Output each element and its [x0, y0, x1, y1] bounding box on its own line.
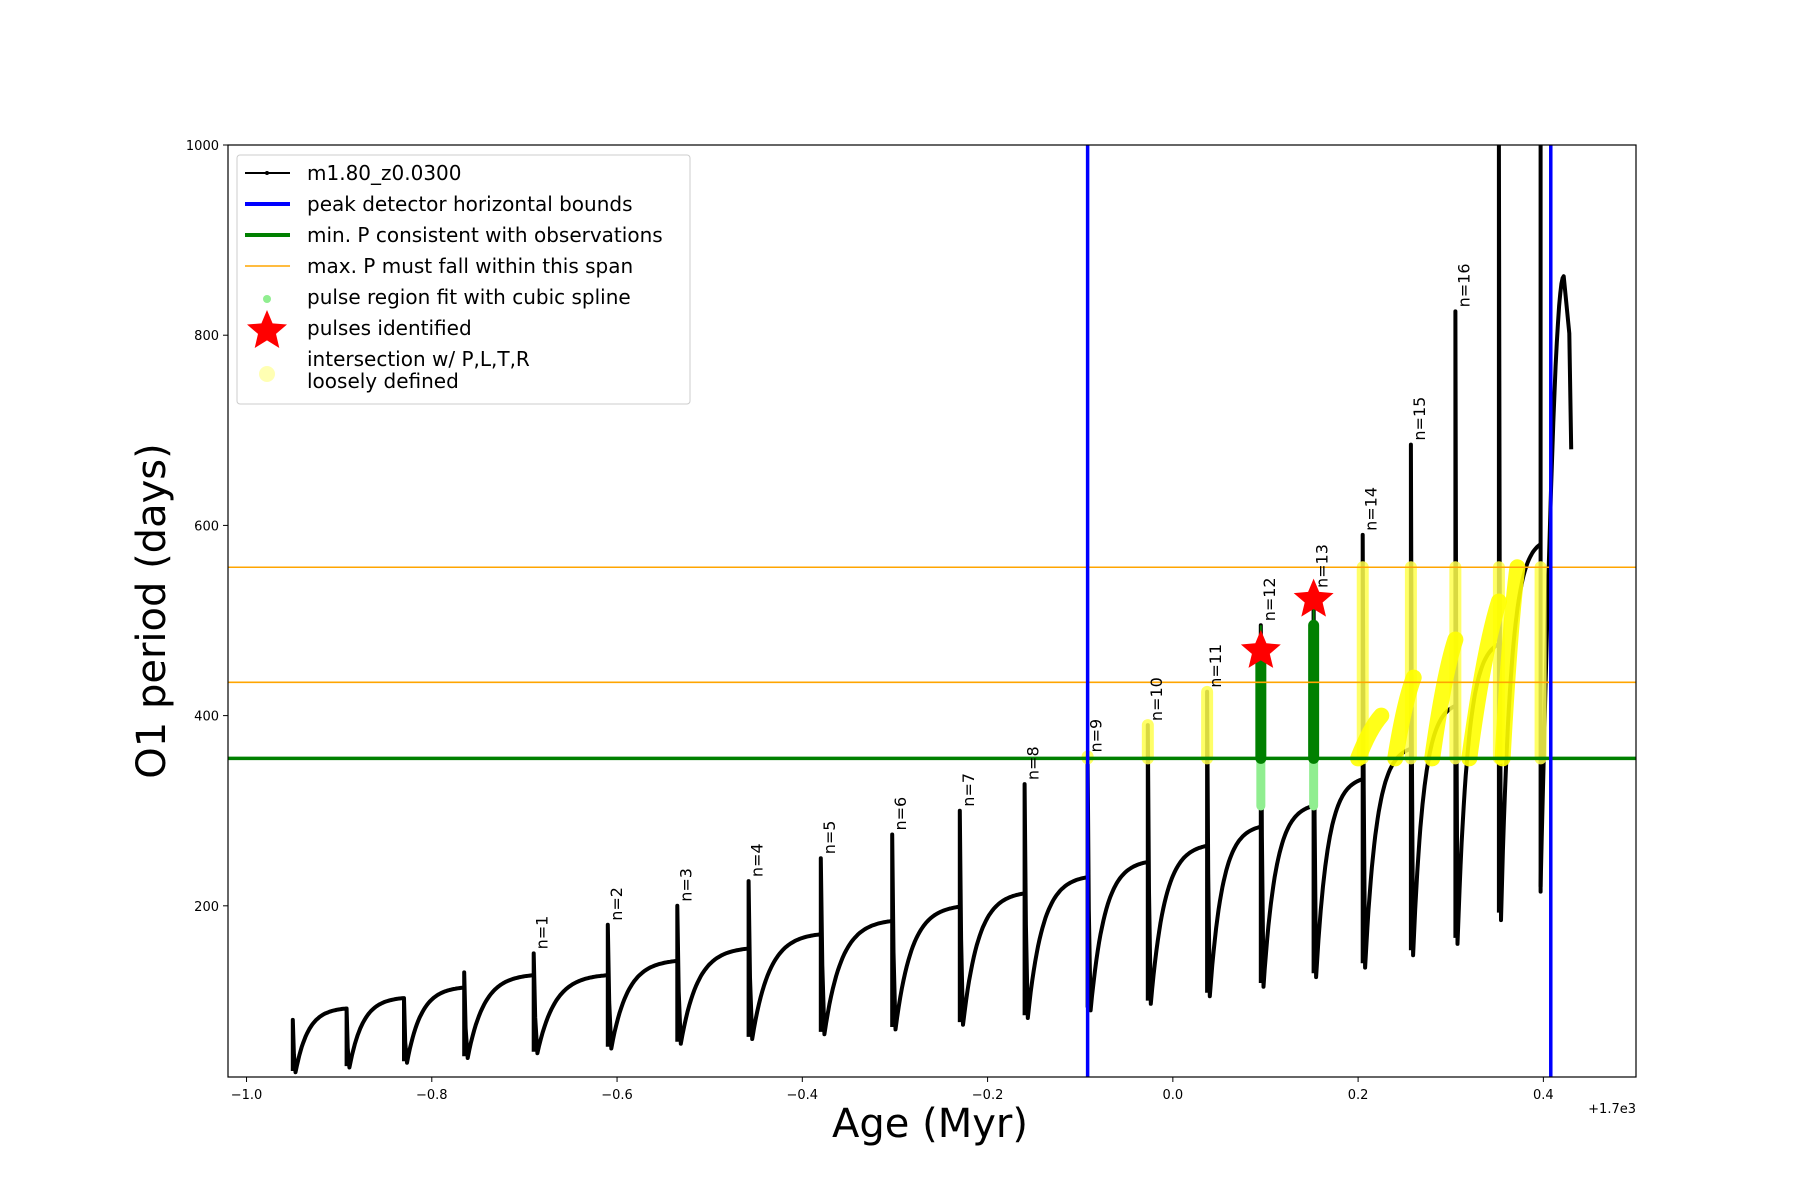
intersection-lobe: [1350, 707, 1390, 767]
track-segment-6: [675, 903, 749, 1046]
y-tick-label: 600: [194, 519, 219, 534]
track-segment-12: [1085, 754, 1148, 1013]
track-segment-7: [746, 879, 821, 1041]
legend-label: intersection w/ P,L,T,R: [307, 347, 530, 371]
pulse-label: n=12: [1260, 577, 1279, 621]
pulse-label: n=1: [533, 916, 552, 950]
pulse-identified-star: [1293, 578, 1334, 617]
x-tick-label: 0.2: [1348, 1088, 1369, 1103]
intersection-lobe: [1461, 593, 1507, 767]
pulse-label: n=11: [1206, 644, 1225, 688]
legend-label: pulses identified: [307, 316, 472, 340]
legend-marker: [265, 171, 269, 175]
track-segment-9: [890, 832, 960, 1032]
legend-marker: [247, 310, 287, 348]
pulse-label: n=2: [607, 887, 626, 921]
pulse-label: n=14: [1362, 487, 1381, 531]
plot-area: n=1 n=2 n=3 n=4 n=5 n=6 n=7 n=8 n=9 n=10 n=11 n=12 n…: [228, 145, 1636, 1077]
y-tick-label: 200: [194, 900, 219, 915]
track-segment-0: [290, 1006, 347, 1075]
legend-label: loosely defined: [307, 369, 459, 393]
pulse-label: n=5: [820, 821, 839, 855]
pulse-label: n=9: [1087, 719, 1106, 753]
legend-label: max. P must fall within this span: [307, 254, 633, 278]
legend-label: peak detector horizontal bounds: [307, 192, 633, 216]
x-tick-label: −0.2: [972, 1088, 1004, 1103]
pulse-label: n=7: [959, 773, 978, 807]
pulse-label: n=15: [1410, 397, 1429, 441]
track-segment-4: [531, 951, 608, 1056]
x-tick-label: −0.6: [601, 1088, 633, 1103]
y-tick-label: 1000: [186, 139, 219, 154]
x-axis-label: Age (Myr): [832, 1101, 1028, 1147]
pulse-identified-star: [1240, 629, 1281, 668]
track-segment-5: [605, 922, 677, 1051]
y-axis-label: O1 period (days): [129, 443, 175, 778]
track-segment-8: [818, 856, 892, 1037]
pulse-label: n=4: [748, 843, 767, 877]
legend-box: [236, 154, 691, 405]
pulse-label: n=10: [1147, 677, 1166, 721]
axes-frame: [227, 144, 1637, 1078]
y-tick-label: 400: [194, 710, 219, 725]
x-tick-label: 0.0: [1162, 1088, 1183, 1103]
legend-marker: [263, 295, 271, 303]
x-tick-label: 0.4: [1533, 1088, 1554, 1103]
pulse-label: n=8: [1024, 746, 1043, 780]
intersection-lobe: [1494, 559, 1526, 767]
track-segment-16: [1311, 590, 1364, 980]
x-tick-label: −0.8: [416, 1088, 448, 1103]
pulse-label: n=6: [891, 797, 910, 831]
track-segment-11: [1022, 782, 1088, 1020]
track-segment-14: [1205, 689, 1261, 999]
x-tick-label: −1.0: [231, 1088, 263, 1103]
pulse-label: n=3: [676, 868, 695, 902]
track-segment-15: [1258, 623, 1314, 989]
track-segment-1: [344, 996, 405, 1070]
track-segment-13: [1145, 723, 1208, 1006]
track-segment-3: [462, 970, 534, 1060]
legend-marker: [259, 366, 275, 382]
legend-label: m1.80_z0.0300: [307, 161, 462, 185]
legend-label: pulse region fit with cubic spline: [307, 285, 631, 309]
x-tick-label: −0.4: [787, 1088, 819, 1103]
track-segment-10: [957, 808, 1025, 1027]
y-tick-label: 800: [194, 329, 219, 344]
pulse-label: n=16: [1454, 263, 1473, 307]
axis-ticks: −1.0 −0.8 −0.6 −0.4 −0.2 0.0 0.2 0.4 200 400 600 80…: [186, 139, 1554, 1103]
track-segment-2: [402, 985, 465, 1065]
intersection-lobe: [1424, 631, 1464, 767]
pulse-label: n=13: [1313, 544, 1332, 588]
x-offset-label: +1.7e3: [1588, 1102, 1636, 1117]
legend-label: min. P consistent with observations: [307, 223, 663, 247]
